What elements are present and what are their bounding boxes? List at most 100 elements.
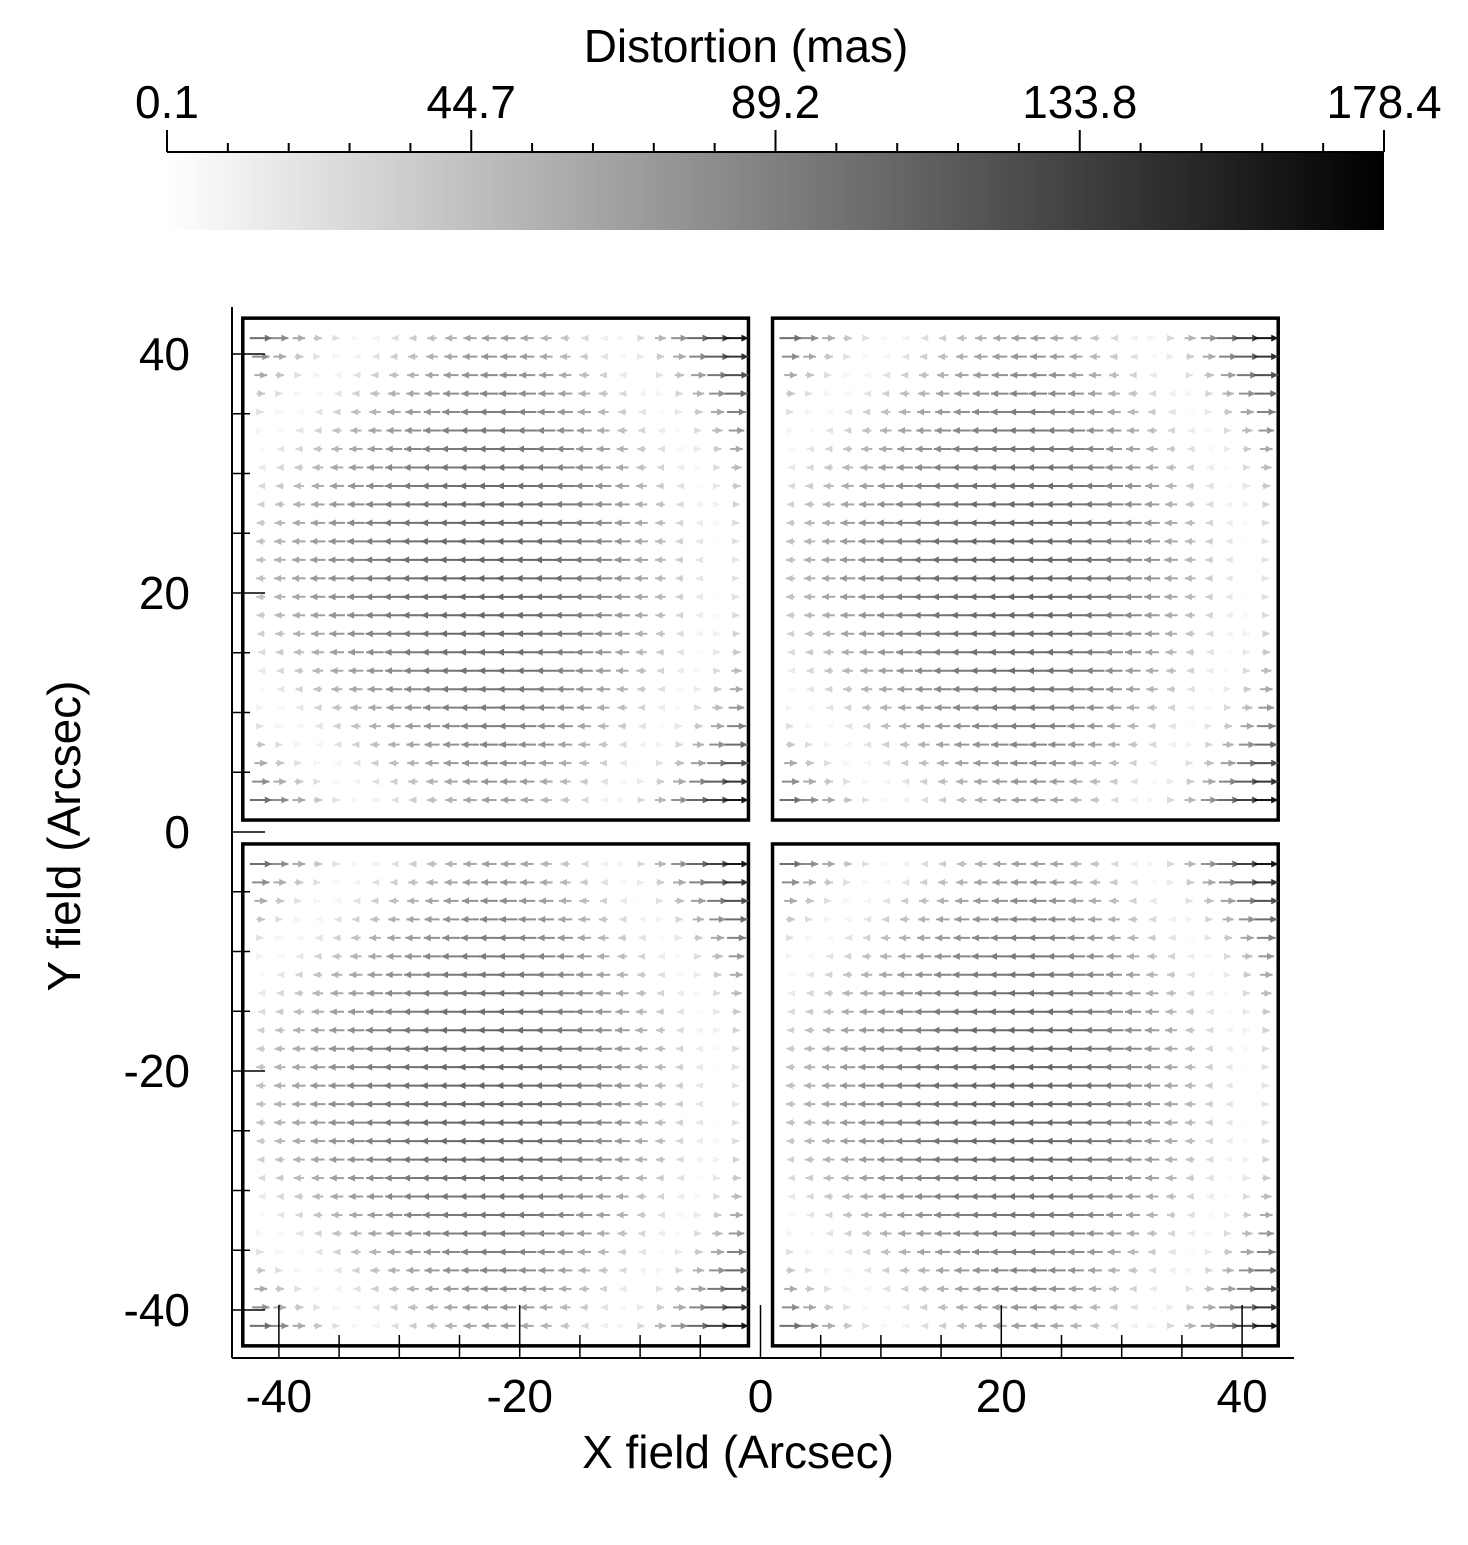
distortion-arrow: [1111, 1322, 1119, 1330]
distortion-arrow: [1110, 878, 1118, 886]
distortion-arrow: [538, 1285, 554, 1293]
distortion-arrow: [384, 1008, 404, 1016]
distortion-arrow: [346, 593, 366, 601]
distortion-arrow: [498, 741, 518, 749]
distortion-arrow: [712, 1026, 720, 1034]
distortion-arrow: [461, 1266, 479, 1274]
distortion-arrow: [724, 860, 749, 868]
distortion-arrow: [1184, 1100, 1196, 1108]
distortion-arrow: [1187, 704, 1195, 712]
distortion-arrow: [1130, 860, 1138, 868]
distortion-arrow: [950, 537, 973, 545]
distortion-arrow: [365, 1119, 385, 1127]
distortion-arrow: [554, 556, 576, 564]
distortion-arrow: [951, 463, 972, 471]
distortion-arrow: [785, 574, 796, 582]
distortion-arrow: [880, 1248, 891, 1256]
distortion-arrow: [921, 334, 929, 342]
distortion-arrow: [1225, 593, 1233, 601]
distortion-arrow: [258, 971, 266, 979]
distortion-arrow: [675, 1266, 683, 1274]
distortion-arrow: [1070, 796, 1082, 804]
distortion-arrow: [913, 519, 934, 527]
distortion-arrow: [405, 408, 421, 416]
quadrant-frame-top-right: [770, 316, 1280, 822]
distortion-arrow: [556, 704, 574, 712]
distortion-arrow: [674, 934, 682, 942]
distortion-arrow: [559, 759, 572, 767]
distortion-arrow: [689, 878, 708, 886]
distortion-arrow: [731, 1082, 739, 1090]
distortion-arrow: [1128, 1266, 1138, 1274]
distortion-arrow: [575, 989, 593, 997]
distortion-arrow: [692, 741, 705, 749]
quadrant-frame-bottom-left: [241, 842, 751, 1348]
distortion-arrow: [1164, 1045, 1178, 1053]
distortion-arrow: [600, 1303, 608, 1311]
distortion-arrow: [638, 390, 646, 398]
distortion-arrow: [1011, 1322, 1027, 1330]
distortion-arrow: [1065, 1156, 1087, 1164]
distortion-arrow: [1087, 1248, 1103, 1256]
distortion-arrow: [897, 445, 913, 453]
distortion-arrow: [1026, 500, 1050, 508]
distortion-arrow: [619, 353, 627, 361]
distortion-arrow: [347, 1174, 364, 1182]
distortion-arrow: [292, 574, 306, 582]
distortion-arrow: [779, 1322, 802, 1330]
distortion-arrow: [347, 1008, 364, 1016]
distortion-arrow: [724, 1303, 749, 1311]
distortion-arrow: [1242, 537, 1250, 545]
distortion-arrow: [825, 1211, 833, 1219]
distortion-arrow: [257, 500, 265, 508]
distortion-arrow: [635, 630, 648, 638]
distortion-arrow: [1045, 648, 1068, 656]
distortion-arrow: [657, 934, 665, 942]
distortion-arrow: [441, 704, 461, 712]
distortion-arrow: [1046, 1193, 1068, 1201]
distortion-arrow: [1147, 704, 1157, 712]
distortion-arrow: [1225, 500, 1233, 508]
distortion-arrow: [1261, 1100, 1269, 1108]
distortion-arrow: [634, 556, 649, 564]
distortion-arrow: [1261, 519, 1269, 527]
distortion-arrow: [439, 1045, 463, 1053]
distortion-arrow: [1144, 500, 1160, 508]
distortion-arrow: [862, 778, 870, 786]
distortion-arrow: [657, 463, 665, 471]
distortion-arrow: [277, 1229, 285, 1237]
distortion-arrow: [1258, 1229, 1274, 1237]
distortion-arrow: [876, 574, 895, 582]
distortion-arrow: [443, 897, 459, 905]
distortion-arrow: [732, 1026, 740, 1034]
distortion-arrow: [353, 1285, 361, 1293]
distortion-arrow: [617, 1322, 625, 1330]
distortion-arrow: [841, 1008, 854, 1016]
distortion-arrow: [894, 574, 915, 582]
distortion-arrow: [823, 648, 834, 656]
distortion-arrow: [496, 1156, 520, 1164]
distortion-arrow: [275, 759, 285, 767]
distortion-arrow: [296, 408, 304, 416]
distortion-arrow: [350, 704, 362, 712]
distortion-arrow: [328, 519, 345, 527]
distortion-arrow: [840, 1026, 855, 1034]
distortion-arrow: [970, 445, 991, 453]
distortion-arrow: [347, 1156, 365, 1164]
distortion-arrow: [881, 1322, 889, 1330]
distortion-arrow: [367, 1211, 383, 1219]
distortion-arrow: [328, 574, 346, 582]
distortion-arrow: [877, 1008, 894, 1016]
distortion-arrow: [864, 371, 872, 379]
distortion-arrow: [517, 1229, 537, 1237]
distortion-arrow: [1166, 667, 1176, 675]
distortion-arrow: [597, 427, 610, 435]
distortion-arrow: [496, 648, 520, 656]
distortion-arrow: [728, 1229, 745, 1237]
distortion-arrow: [1046, 971, 1068, 979]
distortion-arrow: [894, 1119, 915, 1127]
distortion-arrow: [920, 1303, 928, 1311]
distortion-arrow: [1070, 860, 1082, 868]
distortion-arrow: [535, 519, 558, 527]
distortion-arrow: [516, 1174, 539, 1182]
